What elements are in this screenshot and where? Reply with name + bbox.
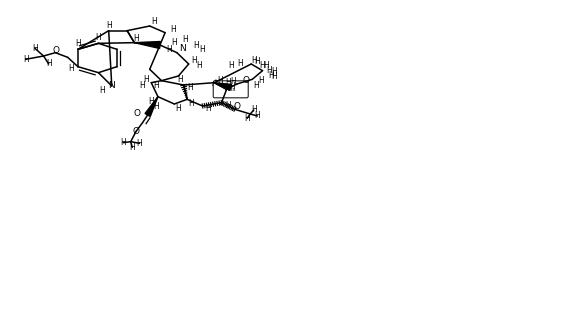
Text: O: O: [53, 46, 60, 55]
Text: H: H: [140, 82, 146, 90]
Text: H: H: [183, 36, 188, 44]
Text: H: H: [23, 55, 29, 64]
Text: H: H: [200, 45, 205, 54]
Text: H: H: [193, 40, 199, 50]
Text: H: H: [225, 101, 231, 110]
Text: H: H: [153, 80, 159, 89]
Text: H: H: [205, 104, 210, 113]
Text: H: H: [196, 62, 202, 71]
Text: N: N: [108, 82, 115, 90]
Text: H: H: [254, 57, 260, 66]
Text: H: H: [153, 102, 159, 111]
FancyBboxPatch shape: [213, 81, 248, 98]
Text: H: H: [254, 111, 260, 121]
Text: H: H: [188, 99, 194, 109]
Polygon shape: [213, 80, 227, 89]
Text: H: H: [136, 139, 142, 148]
Text: H: H: [231, 77, 236, 86]
Text: H: H: [170, 25, 176, 34]
Text: H: H: [251, 56, 257, 65]
Text: H: H: [244, 114, 250, 123]
Text: H: H: [46, 60, 51, 68]
Text: H: H: [253, 80, 259, 89]
Text: H: H: [68, 64, 74, 73]
Text: H: H: [100, 86, 105, 95]
Text: H: H: [268, 72, 274, 80]
Text: O: O: [243, 76, 250, 85]
Text: H: H: [191, 56, 197, 65]
Text: N: N: [179, 44, 186, 53]
Text: H: H: [251, 106, 257, 114]
Text: H: H: [187, 83, 192, 92]
Text: H: H: [171, 38, 177, 47]
Text: H: H: [120, 138, 126, 147]
Text: H: H: [143, 75, 149, 84]
Text: H: H: [266, 66, 272, 75]
Text: O: O: [134, 110, 141, 119]
Text: H: H: [166, 45, 172, 54]
Text: H: H: [259, 62, 266, 71]
Text: H: H: [148, 97, 154, 106]
Polygon shape: [134, 41, 160, 49]
Text: O: O: [233, 102, 240, 111]
Text: H: H: [151, 17, 157, 26]
Text: H: H: [218, 76, 223, 85]
Text: H: H: [229, 82, 235, 91]
Text: H: H: [264, 61, 270, 70]
Text: O: O: [133, 127, 139, 136]
Text: H: H: [175, 104, 181, 113]
Text: H: H: [271, 72, 277, 81]
Text: H: H: [129, 143, 135, 152]
Text: H: H: [237, 60, 243, 68]
Text: H: H: [133, 34, 139, 43]
Polygon shape: [214, 83, 232, 90]
Text: H: H: [106, 21, 112, 30]
Text: H: H: [228, 61, 233, 70]
Text: H: H: [271, 67, 277, 76]
Text: H: H: [259, 76, 265, 85]
Text: H: H: [32, 44, 38, 53]
Text: H: H: [95, 33, 102, 42]
Text: H: H: [178, 75, 183, 85]
Polygon shape: [145, 97, 158, 116]
Text: Abs: Abs: [225, 87, 236, 92]
Text: H: H: [225, 78, 231, 87]
Text: H: H: [75, 40, 81, 49]
